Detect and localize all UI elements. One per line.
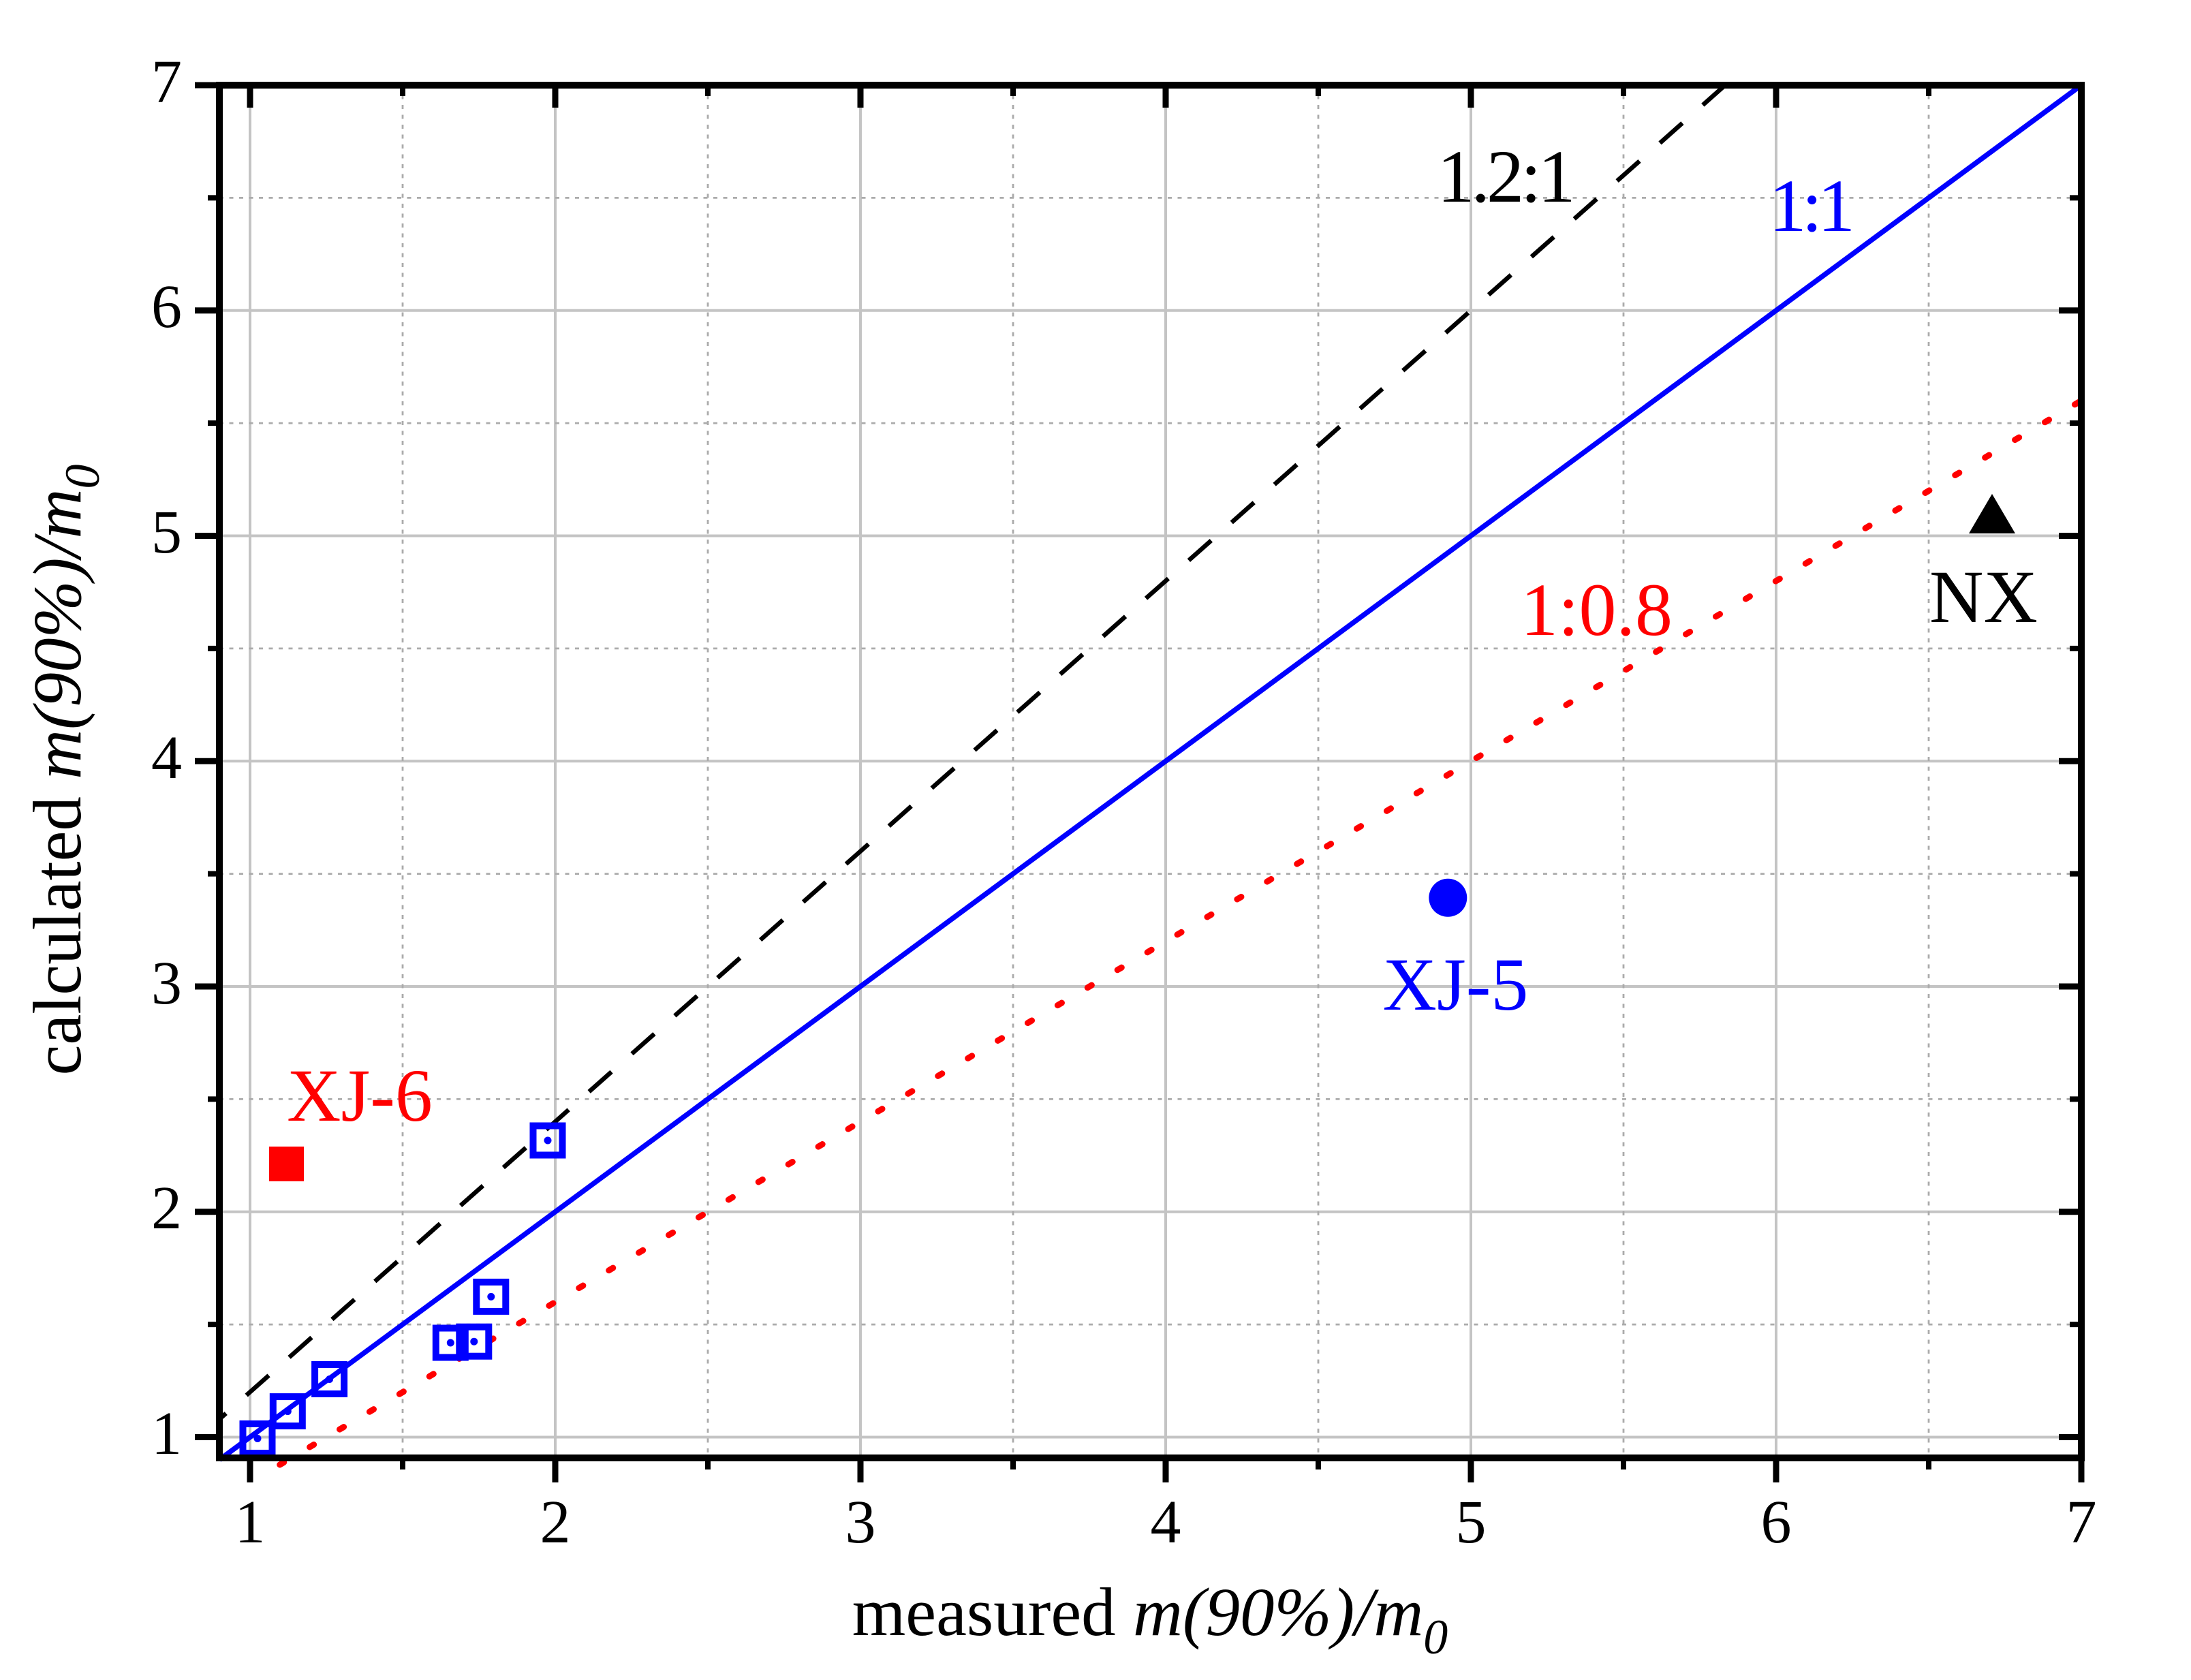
svg-text:XJ-5: XJ-5 [1383, 943, 1529, 1026]
svg-text:XJ-6: XJ-6 [287, 1054, 433, 1137]
svg-text:5: 5 [151, 499, 182, 566]
svg-text:1:0.8: 1:0.8 [1521, 568, 1673, 651]
svg-text:6: 6 [151, 273, 182, 341]
svg-text:4: 4 [1151, 1489, 1181, 1556]
svg-text:5: 5 [1456, 1489, 1487, 1556]
svg-text:7: 7 [151, 48, 182, 116]
svg-text:1: 1 [235, 1489, 266, 1556]
svg-text:1:1: 1:1 [1769, 164, 1852, 247]
svg-text:6: 6 [1761, 1489, 1792, 1556]
svg-text:7: 7 [2066, 1489, 2097, 1556]
svg-text:3: 3 [151, 950, 182, 1017]
svg-text:3: 3 [845, 1489, 876, 1556]
svg-text:1.2:1: 1.2:1 [1438, 135, 1572, 218]
svg-text:measured m(90%)/m0: measured m(90%)/m0 [852, 1574, 1448, 1664]
svg-text:2: 2 [151, 1175, 182, 1242]
svg-text:NX: NX [1929, 555, 2038, 638]
svg-text:4: 4 [151, 724, 182, 792]
svg-text:calculated m(90%)/m0: calculated m(90%)/m0 [19, 465, 110, 1076]
svg-text:2: 2 [540, 1489, 571, 1556]
svg-text:1: 1 [151, 1400, 182, 1467]
